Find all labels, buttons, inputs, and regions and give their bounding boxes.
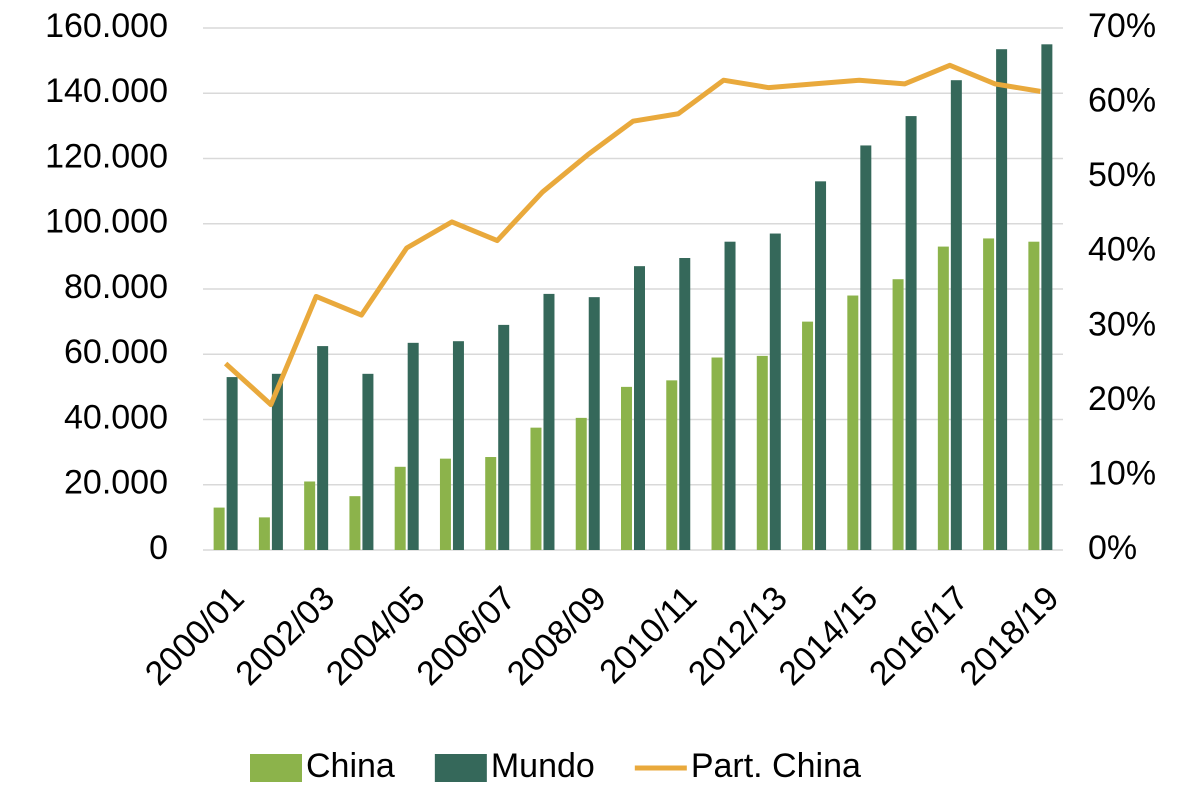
y-tick-label: 20.000 [64, 464, 168, 502]
y2-tick-label: 0% [1088, 529, 1137, 567]
x-tick-label: 2010/11 [592, 579, 704, 691]
y-tick-label: 0 [149, 529, 168, 567]
bar [452, 341, 464, 550]
bar [271, 373, 283, 550]
bar [485, 457, 497, 550]
x-tick-label: 2012/13 [681, 579, 795, 693]
bar [756, 355, 768, 550]
legend-label: Part. China [691, 747, 861, 785]
y2-tick-label: 20% [1088, 380, 1156, 418]
y-tick-label: 80.000 [64, 268, 168, 306]
bar [711, 357, 723, 550]
bar [634, 266, 645, 550]
bar [996, 49, 1008, 551]
y-tick-label: 40.000 [64, 398, 168, 436]
bar [349, 496, 361, 550]
bar [769, 233, 781, 550]
bar [213, 507, 225, 550]
y-tick-label: 120.000 [45, 137, 168, 175]
x-tick-label: 2004/05 [319, 579, 433, 693]
bar [937, 246, 949, 550]
bar [621, 386, 632, 550]
bar [666, 380, 678, 550]
bar [892, 279, 904, 550]
y2-tick-label: 60% [1088, 82, 1156, 120]
bar [498, 324, 510, 550]
y2-tick-label: 30% [1088, 305, 1156, 343]
bar [1028, 241, 1040, 550]
x-tick-label: 2008/09 [500, 579, 614, 693]
y-tick-label: 160.000 [45, 7, 168, 45]
y2-tick-label: 50% [1088, 156, 1156, 194]
bar [860, 145, 872, 550]
bar [575, 417, 587, 550]
bar [362, 373, 374, 550]
y2-tick-label: 40% [1088, 231, 1156, 269]
bar [394, 466, 406, 550]
bar [258, 517, 270, 550]
y-tick-label: 100.000 [45, 203, 168, 241]
legend-label: China [306, 747, 395, 785]
bar [905, 116, 917, 551]
legend-swatch [434, 754, 487, 782]
line [223, 62, 1041, 408]
bar [439, 458, 451, 550]
y-tick-label: 60.000 [64, 333, 168, 371]
bar [679, 258, 691, 550]
bar [317, 346, 329, 550]
bar [950, 80, 962, 550]
x-tick-label: 2000/01 [138, 579, 252, 693]
bar [815, 181, 827, 550]
bar [983, 238, 995, 550]
y2-tick-label: 70% [1088, 7, 1156, 45]
y2-tick-label: 10% [1088, 454, 1156, 492]
x-tick-label: 2006/07 [409, 579, 523, 693]
bar [724, 241, 736, 550]
legend-label: Mundo [491, 747, 595, 785]
bar [847, 295, 859, 550]
x-tick-label: 2018/19 [953, 579, 1067, 693]
x-tick-label: 2002/03 [228, 579, 342, 693]
bar [543, 293, 555, 550]
bar [802, 321, 814, 550]
bar [588, 297, 600, 550]
bar [530, 427, 542, 550]
bar [226, 377, 238, 550]
bar [304, 481, 316, 550]
x-tick-label: 2014/15 [772, 579, 886, 693]
x-tick-label: 2016/17 [862, 579, 976, 693]
y-tick-label: 140.000 [45, 72, 168, 110]
bar [1041, 44, 1053, 550]
bar [407, 342, 419, 550]
legend-swatch [250, 754, 302, 782]
